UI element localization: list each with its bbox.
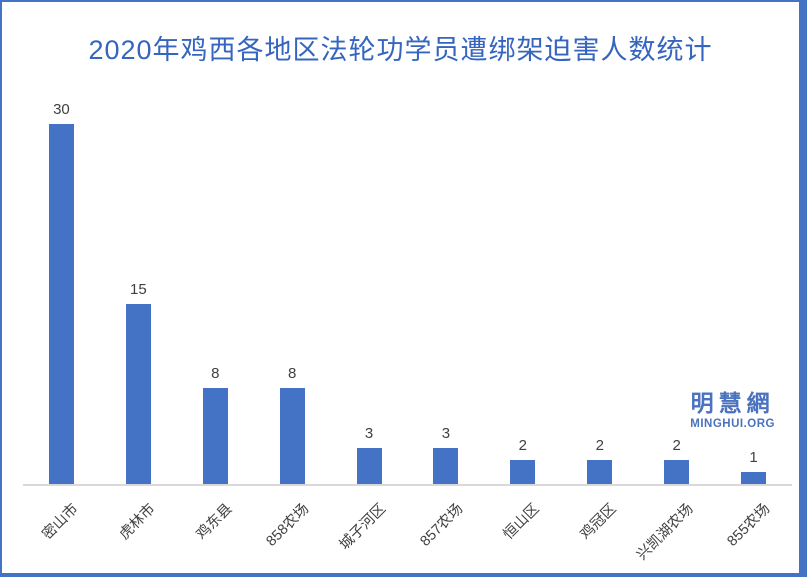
bar-value-label: 2 xyxy=(595,437,604,454)
bar xyxy=(279,388,305,484)
minghui-logo-chinese: 明慧網 xyxy=(690,390,775,416)
bar-value-label: 3 xyxy=(364,425,374,442)
bar xyxy=(741,472,767,484)
bar xyxy=(433,448,459,484)
bar-value-label: 8 xyxy=(287,365,297,382)
bar-value-label: 30 xyxy=(53,101,70,118)
bar xyxy=(587,460,613,484)
x-axis-category-label: 855农场 xyxy=(724,500,774,550)
minghui-watermark: 明慧網 MINGHUI.ORG xyxy=(690,390,775,430)
x-axis-category-label: 858农场 xyxy=(263,500,313,550)
x-axis-category-label: 鸡冠区 xyxy=(577,500,620,543)
bar xyxy=(664,460,690,484)
x-axis-category-label: 城子河区 xyxy=(336,500,390,554)
bar xyxy=(125,304,151,484)
bar-value-label: 2 xyxy=(672,437,681,454)
bar-value-label: 1 xyxy=(749,449,758,466)
bar xyxy=(356,448,382,484)
bar xyxy=(510,460,536,484)
x-axis-category-label: 密山市 xyxy=(39,500,82,543)
bar xyxy=(202,388,228,484)
x-axis-category-label: 鸡东县 xyxy=(193,500,236,543)
bar-value-label: 2 xyxy=(518,437,528,454)
plot-area: 30 密山市 15 虎林市 8 鸡东县 8 858农场 3 城子河区 3 857农场 2 恒山区 2 鸡冠区 2… xyxy=(23,101,792,563)
minghui-logo-url: MINGHUI.ORG xyxy=(690,417,775,430)
bar-value-label: 3 xyxy=(441,425,451,442)
x-axis-category-label: 兴凯湖农场 xyxy=(634,500,697,564)
chart-title: 2020年鸡西各地区法轮功学员遭绑架迫害人数统计 xyxy=(88,35,713,65)
x-axis-category-label: 恒山区 xyxy=(500,500,544,543)
bar xyxy=(48,124,74,484)
bar-value-label: 15 xyxy=(130,281,147,298)
x-axis-category-label: 857农场 xyxy=(417,500,467,550)
bar-value-label: 8 xyxy=(211,365,220,382)
x-axis-category-label: 虎林市 xyxy=(116,500,159,543)
